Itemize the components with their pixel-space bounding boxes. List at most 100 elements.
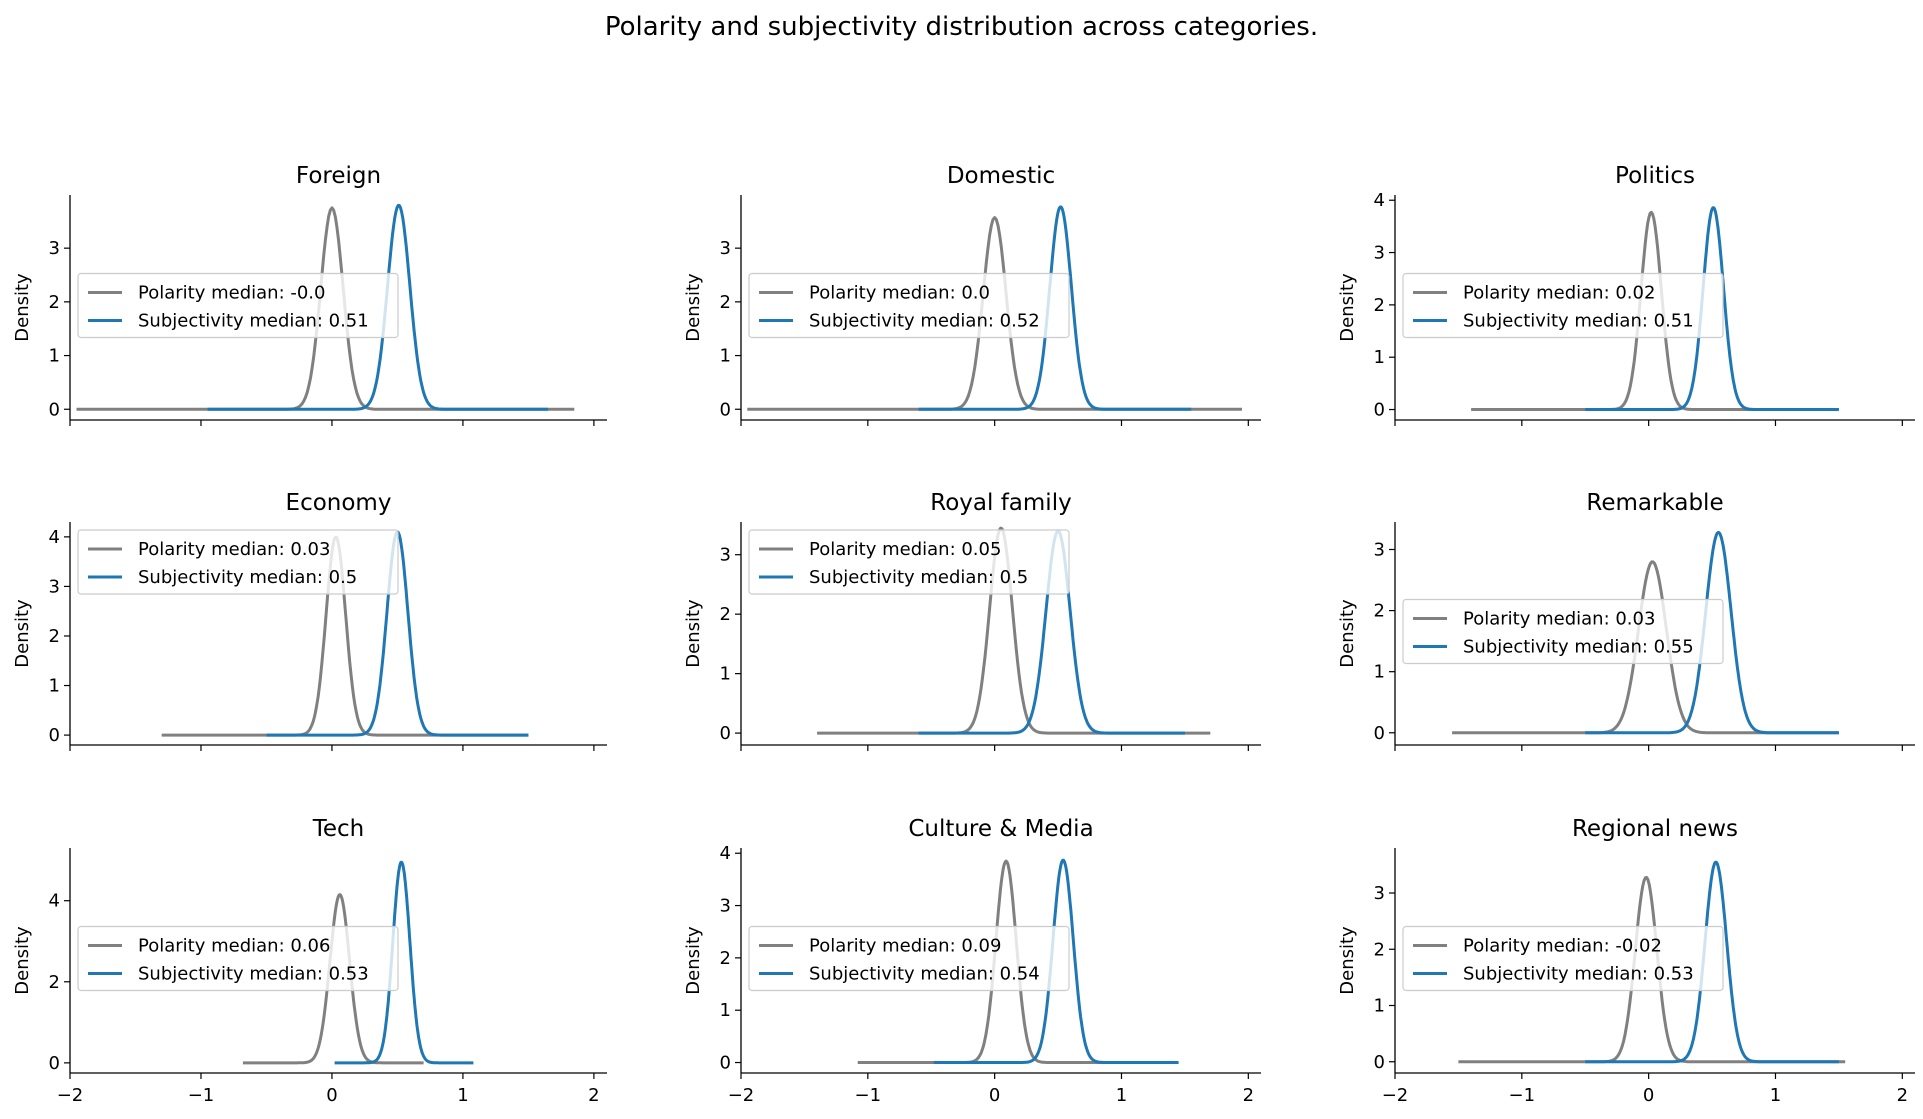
y-tick-label: 3 (1374, 883, 1385, 904)
subjectivity-density-line (1584, 206, 1840, 411)
y-axis-label: Density (683, 599, 704, 668)
y-axis-label: Density (12, 926, 33, 995)
subplot-title: Regional news (1572, 816, 1738, 842)
subplot-title: Domestic (947, 163, 1055, 189)
legend-box (1402, 272, 1724, 339)
legend-box (1402, 925, 1724, 992)
x-tick-label: 2 (588, 1085, 599, 1106)
x-tick-label: −2 (728, 1085, 755, 1106)
y-tick-label: 1 (1374, 347, 1385, 368)
legend-box (1402, 598, 1724, 665)
legend-label-polarity: Polarity median: -0.0 (138, 283, 325, 304)
y-tick-label: 0 (49, 1053, 60, 1074)
y-axis-label: Density (1337, 926, 1358, 995)
legend-label-polarity: Polarity median: 0.09 (809, 936, 1001, 957)
legend-label-subjectivity: Subjectivity median: 0.55 (1463, 637, 1694, 658)
subplot-title: Culture & Media (908, 816, 1093, 842)
y-axis-label: Density (12, 273, 33, 342)
subplot: Politics Density 0 1 2 3 4 Polarity median: 0.0… (1337, 163, 1915, 426)
y-tick-label: 2 (1374, 939, 1385, 960)
x-tick-label: 1 (1116, 1085, 1127, 1106)
legend-box (77, 529, 399, 595)
y-tick-label: 2 (1374, 295, 1385, 316)
legend-label-subjectivity: Subjectivity median: 0.51 (138, 311, 369, 332)
y-tick-label: 3 (720, 896, 731, 917)
x-tick-label: 0 (326, 1085, 337, 1106)
y-tick-label: 0 (1374, 400, 1385, 421)
subplot: Royal family Density 0 1 2 3 Polarity median: … (683, 490, 1261, 751)
y-axis-label: Density (683, 273, 704, 342)
y-tick-label: 3 (720, 545, 731, 566)
legend-label-subjectivity: Subjectivity median: 0.52 (809, 311, 1040, 332)
y-tick-label: 1 (720, 1000, 731, 1021)
legend-label-subjectivity: Subjectivity median: 0.5 (138, 567, 357, 588)
y-tick-label: 3 (49, 576, 60, 597)
legend: Polarity median: 0.06 Subjectivity median… (77, 925, 399, 992)
y-tick-label: 4 (1374, 190, 1385, 211)
legend: Polarity median: 0.05 Subjectivity median… (748, 529, 1070, 595)
legend: Polarity median: -0.0 Subjectivity median… (77, 272, 399, 339)
legend-label-polarity: Polarity median: 0.0 (809, 283, 990, 304)
legend-label-polarity: Polarity median: 0.05 (809, 539, 1001, 560)
subplot-title: Economy (286, 490, 392, 516)
y-tick-label: 2 (720, 604, 731, 625)
y-tick-label: 2 (720, 292, 731, 313)
figure-title: Polarity and subjectivity distribution a… (605, 12, 1318, 42)
legend-box (77, 925, 399, 992)
legend-label-polarity: Polarity median: 0.03 (1463, 609, 1655, 630)
y-tick-label: 0 (1374, 1052, 1385, 1073)
legend-label-polarity: Polarity median: 0.02 (1463, 283, 1655, 304)
legend: Polarity median: 0.03 Subjectivity median… (77, 529, 399, 595)
y-axis-label: Density (12, 599, 33, 668)
legend-box (748, 272, 1070, 339)
x-tick-label: −2 (57, 1085, 84, 1106)
x-tick-label: 0 (1643, 1085, 1654, 1106)
x-tick-label: 1 (1770, 1085, 1781, 1106)
y-tick-label: 2 (49, 626, 60, 647)
legend-box (77, 272, 399, 339)
y-tick-label: 1 (720, 346, 731, 367)
y-tick-label: 4 (720, 843, 731, 864)
y-tick-label: 2 (1374, 601, 1385, 622)
subplot-title: Tech (312, 816, 365, 842)
y-tick-label: 1 (1374, 662, 1385, 683)
y-tick-label: 3 (49, 238, 60, 259)
subplot: Economy Density 0 1 2 3 4 Polarity median: 0.03… (12, 490, 607, 751)
y-tick-label: 4 (49, 891, 60, 912)
subjectivity-density-line (933, 858, 1180, 1064)
subjectivity-density-line (1584, 860, 1840, 1064)
subplot: Tech Density 0 2 4 −2 −1 0 1 2 Polarity median: 0.… (12, 816, 607, 1106)
legend-label-subjectivity: Subjectivity median: 0.53 (138, 964, 369, 985)
y-axis-label: Density (1337, 599, 1358, 668)
subjectivity-density-line (207, 203, 549, 411)
legend-box (748, 529, 1070, 595)
x-tick-label: −1 (855, 1085, 882, 1106)
y-tick-label: 1 (720, 664, 731, 685)
y-tick-label: 2 (49, 292, 60, 313)
subplot-title: Politics (1615, 163, 1695, 189)
y-tick-label: 3 (1374, 243, 1385, 264)
y-axis-label: Density (1337, 273, 1358, 342)
y-tick-label: 1 (49, 676, 60, 697)
x-tick-label: 2 (1243, 1085, 1254, 1106)
y-tick-label: 0 (49, 399, 60, 420)
legend: Polarity median: 0.02 Subjectivity median… (1402, 272, 1724, 339)
legend-label-polarity: Polarity median: 0.06 (138, 936, 330, 957)
x-tick-label: 0 (989, 1085, 1000, 1106)
y-tick-label: 3 (1374, 539, 1385, 560)
y-tick-label: 2 (49, 972, 60, 993)
x-tick-label: −1 (188, 1085, 215, 1106)
y-tick-label: 4 (49, 527, 60, 548)
subjectivity-density-line (333, 860, 475, 1065)
subplot-grid: Foreign Density 0 1 2 3 Polarity median: -0.0 S… (12, 163, 1915, 1106)
y-tick-label: 1 (49, 346, 60, 367)
subplot: Regional news Density 0 1 2 3 −2 −1 0 1 2 Polarity … (1337, 816, 1915, 1106)
legend-label-subjectivity: Subjectivity median: 0.51 (1463, 311, 1694, 332)
y-tick-label: 0 (1374, 723, 1385, 744)
legend-label-subjectivity: Subjectivity median: 0.5 (809, 567, 1028, 588)
subplot-title: Royal family (930, 490, 1071, 516)
y-tick-label: 2 (720, 948, 731, 969)
legend: Polarity median: 0.0 Subjectivity median:… (748, 272, 1070, 339)
subplot: Foreign Density 0 1 2 3 Polarity median: -0.0 S… (12, 163, 607, 426)
